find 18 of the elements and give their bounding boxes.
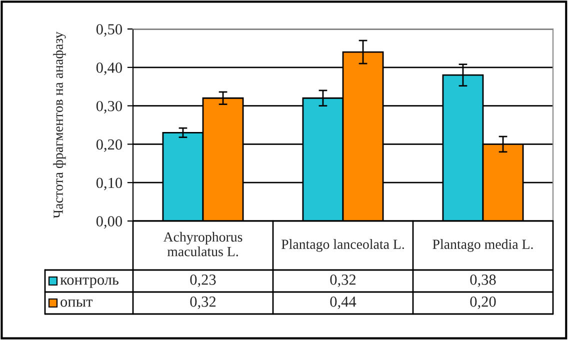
x-tick-label: Achyrophorus maculatus L.	[163, 232, 242, 256]
y-tick-label: 0,20	[96, 139, 122, 152]
x-tick-label: Plantago media L.	[432, 239, 533, 252]
data-label: 0,32	[330, 274, 356, 288]
y-tick-label: 0,50	[96, 24, 122, 37]
legend-label: контроль	[60, 277, 119, 288]
y-tick-label: 0,10	[96, 178, 122, 190]
data-label: 0,23	[190, 274, 216, 288]
x-tick-label: Plantago lanceolata L.	[282, 239, 404, 252]
data-label: 0,44	[330, 296, 356, 310]
y-tick-label: 0,30	[96, 100, 122, 114]
legend-label: опыт	[60, 299, 93, 307]
y-tick-label: 0,40	[96, 62, 122, 76]
data-label: 0,38	[470, 274, 496, 288]
y-axis-title: Частота фрагментов на анафазу	[53, 32, 66, 218]
data-label: 0,32	[190, 296, 216, 310]
y-tick-label: 0,00	[96, 216, 122, 229]
data-label: 0,20	[470, 296, 496, 310]
